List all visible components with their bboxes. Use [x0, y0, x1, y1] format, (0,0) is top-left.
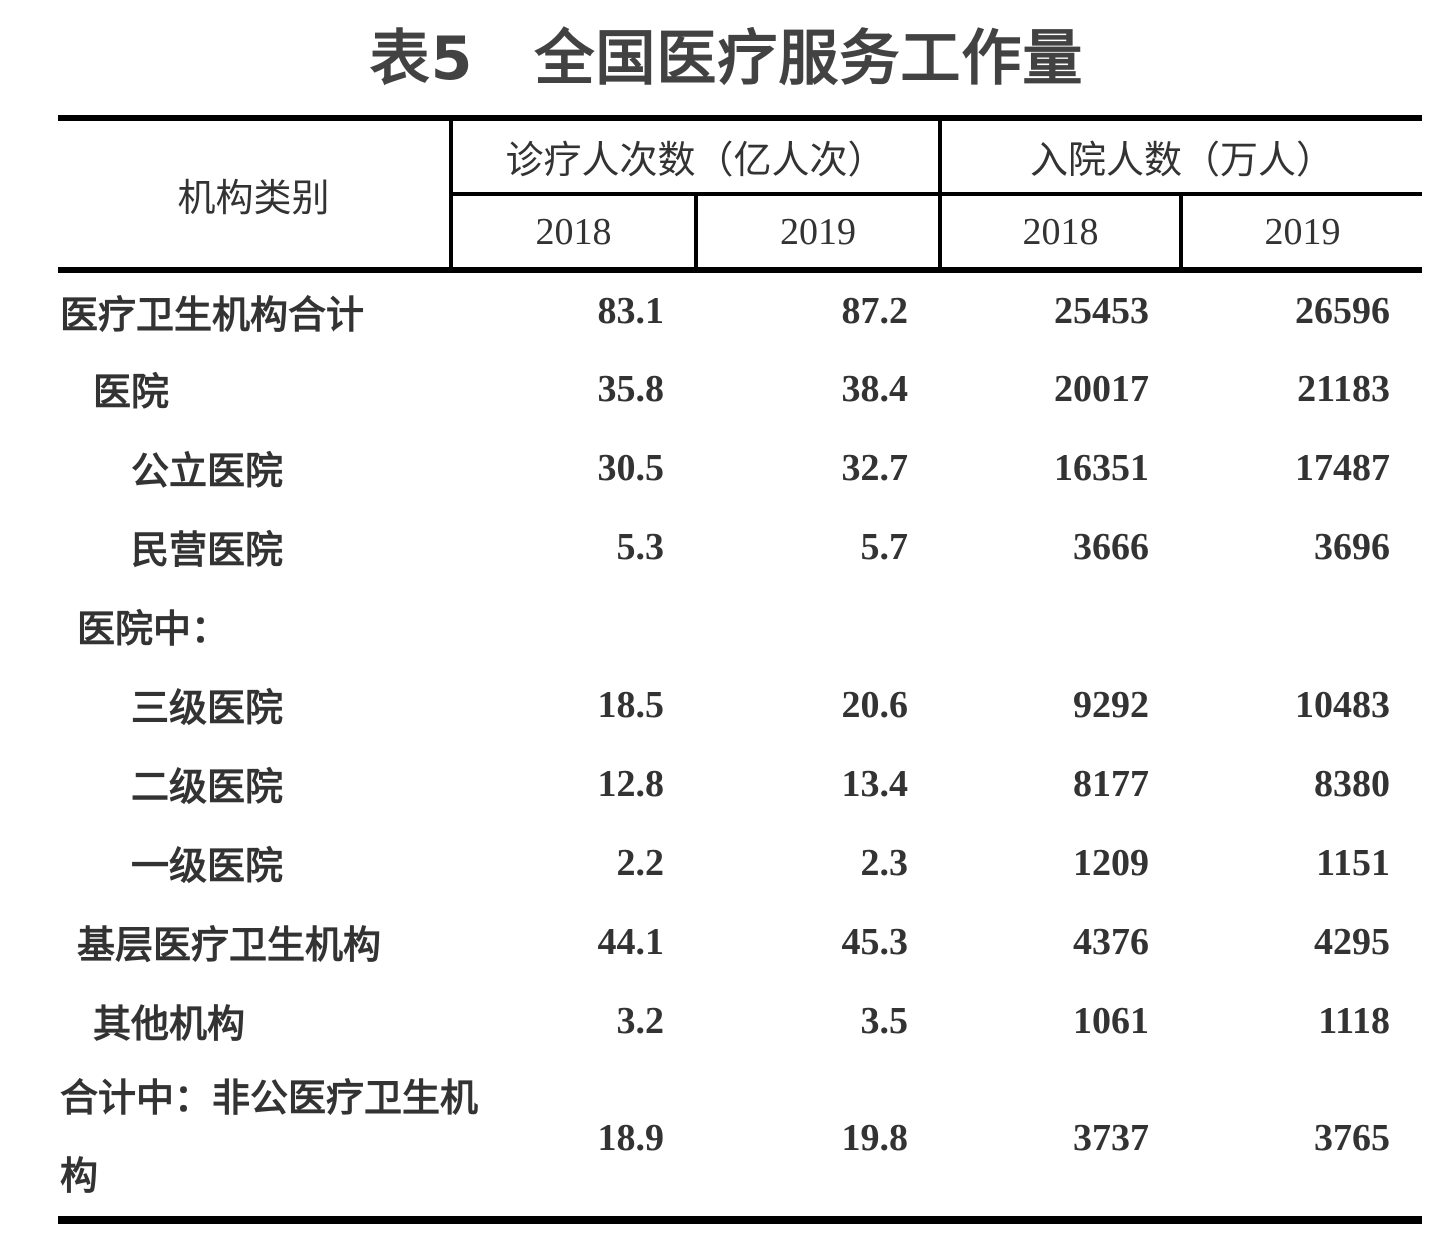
column-group-outpatient-visits: 诊疗人次数（亿人次） — [451, 118, 943, 196]
cell-value: 87.2 — [841, 290, 909, 332]
table-row-secondary-hospitals: 二级医院 12.8 13.4 8177 8380 — [58, 744, 1422, 823]
table-row-grassroots-institutions: 基层医疗卫生机构 44.1 45.3 4376 4295 — [58, 902, 1422, 981]
table-row-hospitals: 医院 35.8 38.4 20017 21183 — [58, 349, 1422, 428]
cell-value: 44.1 — [597, 920, 665, 963]
cell-value: 3.5 — [860, 999, 909, 1042]
row-label: 二级医院 — [131, 767, 284, 809]
cell-value: 30.5 — [597, 446, 665, 489]
cell-value: 3696 — [1314, 525, 1391, 568]
cell-value: 1209 — [1073, 841, 1150, 884]
cell-value: 20017 — [1054, 367, 1150, 410]
cell-value: 8380 — [1314, 762, 1391, 805]
cell-value: 25453 — [1054, 290, 1150, 332]
national-medical-service-workload-table: 机构类别 诊疗人次数（亿人次） 入院人数（万人） 2018 2019 2018 … — [58, 115, 1423, 1224]
row-label: 民营医院 — [131, 530, 284, 572]
row-label: 三级医院 — [131, 688, 284, 730]
cell-value: 19.8 — [841, 1117, 909, 1159]
row-label: 医院中： — [77, 609, 230, 651]
cell-value: 1061 — [1073, 999, 1150, 1042]
cell-value: 26596 — [1295, 290, 1391, 332]
cell-value: 10483 — [1295, 683, 1391, 726]
cell-value — [696, 586, 940, 665]
cell-value: 17487 — [1295, 446, 1391, 489]
cell-value: 38.4 — [841, 367, 909, 410]
column-group-admissions: 入院人数（万人） — [940, 118, 1423, 196]
cell-value — [940, 586, 1181, 665]
row-label: 公立医院 — [131, 451, 284, 493]
cell-value: 20.6 — [841, 683, 909, 726]
table-row-total: 医疗卫生机构合计 83.1 87.2 25453 26596 — [58, 270, 1422, 349]
cell-value: 83.1 — [597, 290, 665, 332]
cell-value: 5.7 — [860, 525, 909, 568]
cell-value — [451, 586, 696, 665]
year-header-visits-2018: 2018 — [451, 194, 698, 273]
cell-value: 32.7 — [841, 446, 909, 489]
row-label: 医院 — [93, 372, 170, 414]
table-body: 医疗卫生机构合计 83.1 87.2 25453 26596 医院 35.8 3… — [58, 270, 1422, 1220]
year-header-admissions-2018: 2018 — [940, 194, 1184, 273]
cell-value: 1118 — [1318, 999, 1391, 1042]
year-header-visits-2019: 2019 — [696, 194, 943, 273]
cell-value: 3765 — [1314, 1117, 1391, 1159]
row-label: 其他机构 — [93, 1004, 246, 1046]
row-label: 合计中：非公医疗卫生机构 — [58, 1060, 478, 1220]
cell-value: 3.2 — [616, 999, 665, 1042]
cell-value: 4295 — [1314, 920, 1391, 963]
cell-value: 45.3 — [841, 920, 909, 963]
cell-value: 12.8 — [597, 762, 665, 805]
column-header-institution-category: 机构类别 — [58, 118, 453, 273]
header-year-row: 2018 2019 2018 2019 — [58, 194, 1423, 273]
cell-value: 3666 — [1073, 525, 1150, 568]
header-group-row: 机构类别 诊疗人次数（亿人次） 入院人数（万人） — [58, 118, 1423, 273]
table-row-primary-hospitals: 一级医院 2.2 2.3 1209 1151 — [58, 823, 1422, 902]
table-row-public-hospitals: 公立医院 30.5 32.7 16351 17487 — [58, 428, 1422, 507]
cell-value: 2.2 — [616, 841, 665, 884]
table-row-tertiary-hospitals: 三级医院 18.5 20.6 9292 10483 — [58, 665, 1422, 744]
cell-value: 3737 — [1073, 1117, 1150, 1159]
table-row-private-hospitals: 民营医院 5.3 5.7 3666 3696 — [58, 507, 1422, 586]
cell-value: 4376 — [1073, 920, 1150, 963]
row-label-text: 合计中：非公医疗卫生机构 — [60, 1078, 479, 1198]
row-label: 医疗卫生机构合计 — [60, 294, 365, 337]
cell-value: 2.3 — [860, 841, 909, 884]
cell-value: 8177 — [1073, 762, 1150, 805]
cell-value — [1181, 586, 1422, 665]
row-label: 基层医疗卫生机构 — [77, 925, 382, 967]
table-row-among-hospitals: 医院中： — [58, 586, 1422, 665]
table-row-other-institutions: 其他机构 3.2 3.5 1061 1118 — [58, 981, 1422, 1060]
cell-value: 21183 — [1297, 367, 1391, 410]
table-header: 机构类别 诊疗人次数（亿人次） 入院人数（万人） 2018 2019 2018 … — [58, 118, 1423, 273]
cell-value: 1151 — [1316, 841, 1391, 884]
page-title: 表5 全国医疗服务工作量 — [369, 24, 1084, 94]
row-label: 一级医院 — [131, 846, 284, 888]
cell-value: 16351 — [1054, 446, 1150, 489]
cell-value: 5.3 — [616, 525, 665, 568]
cell-value: 35.8 — [597, 367, 665, 410]
year-header-admissions-2019: 2019 — [1181, 194, 1423, 273]
cell-value: 9292 — [1073, 683, 1150, 726]
cell-value: 13.4 — [841, 762, 909, 805]
table-row-nonpublic-institutions: 合计中：非公医疗卫生机构 18.9 19.8 3737 3765 — [58, 1060, 1422, 1220]
cell-value: 18.9 — [597, 1117, 665, 1159]
cell-value: 18.5 — [597, 683, 665, 726]
